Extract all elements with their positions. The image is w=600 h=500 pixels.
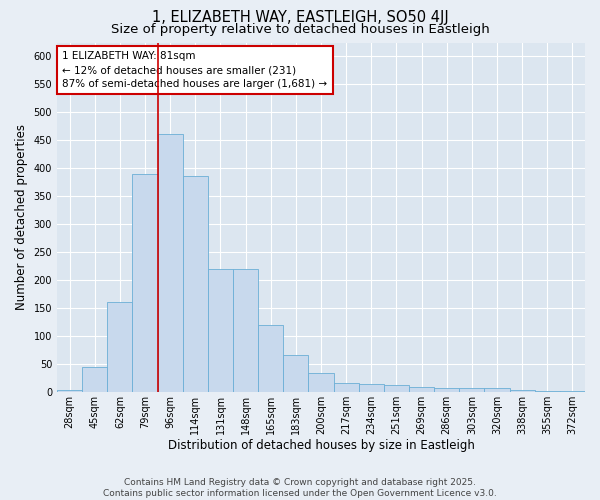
Bar [334, 384, 359, 392]
Text: Contains HM Land Registry data © Crown copyright and database right 2025.
Contai: Contains HM Land Registry data © Crown c… [103, 478, 497, 498]
Text: 1, ELIZABETH WAY, EASTLEIGH, SO50 4JJ: 1, ELIZABETH WAY, EASTLEIGH, SO50 4JJ [152, 10, 448, 25]
Bar [409, 388, 434, 392]
Bar [133, 174, 158, 392]
Bar [82, 366, 107, 392]
Bar [560, 391, 585, 392]
Bar [283, 356, 308, 392]
Bar [509, 390, 535, 392]
Bar [57, 390, 82, 392]
Bar [258, 324, 283, 392]
Bar [535, 390, 560, 392]
Bar [459, 388, 484, 392]
Text: Size of property relative to detached houses in Eastleigh: Size of property relative to detached ho… [110, 22, 490, 36]
Bar [208, 269, 233, 392]
X-axis label: Distribution of detached houses by size in Eastleigh: Distribution of detached houses by size … [167, 440, 475, 452]
Y-axis label: Number of detached properties: Number of detached properties [15, 124, 28, 310]
Bar [484, 388, 509, 392]
Bar [233, 269, 258, 392]
Bar [434, 388, 459, 392]
Bar [359, 384, 384, 392]
Bar [107, 302, 133, 392]
Bar [308, 374, 334, 392]
Bar [384, 385, 409, 392]
Text: 1 ELIZABETH WAY: 81sqm
← 12% of detached houses are smaller (231)
87% of semi-de: 1 ELIZABETH WAY: 81sqm ← 12% of detached… [62, 51, 328, 89]
Bar [158, 134, 183, 392]
Bar [183, 176, 208, 392]
